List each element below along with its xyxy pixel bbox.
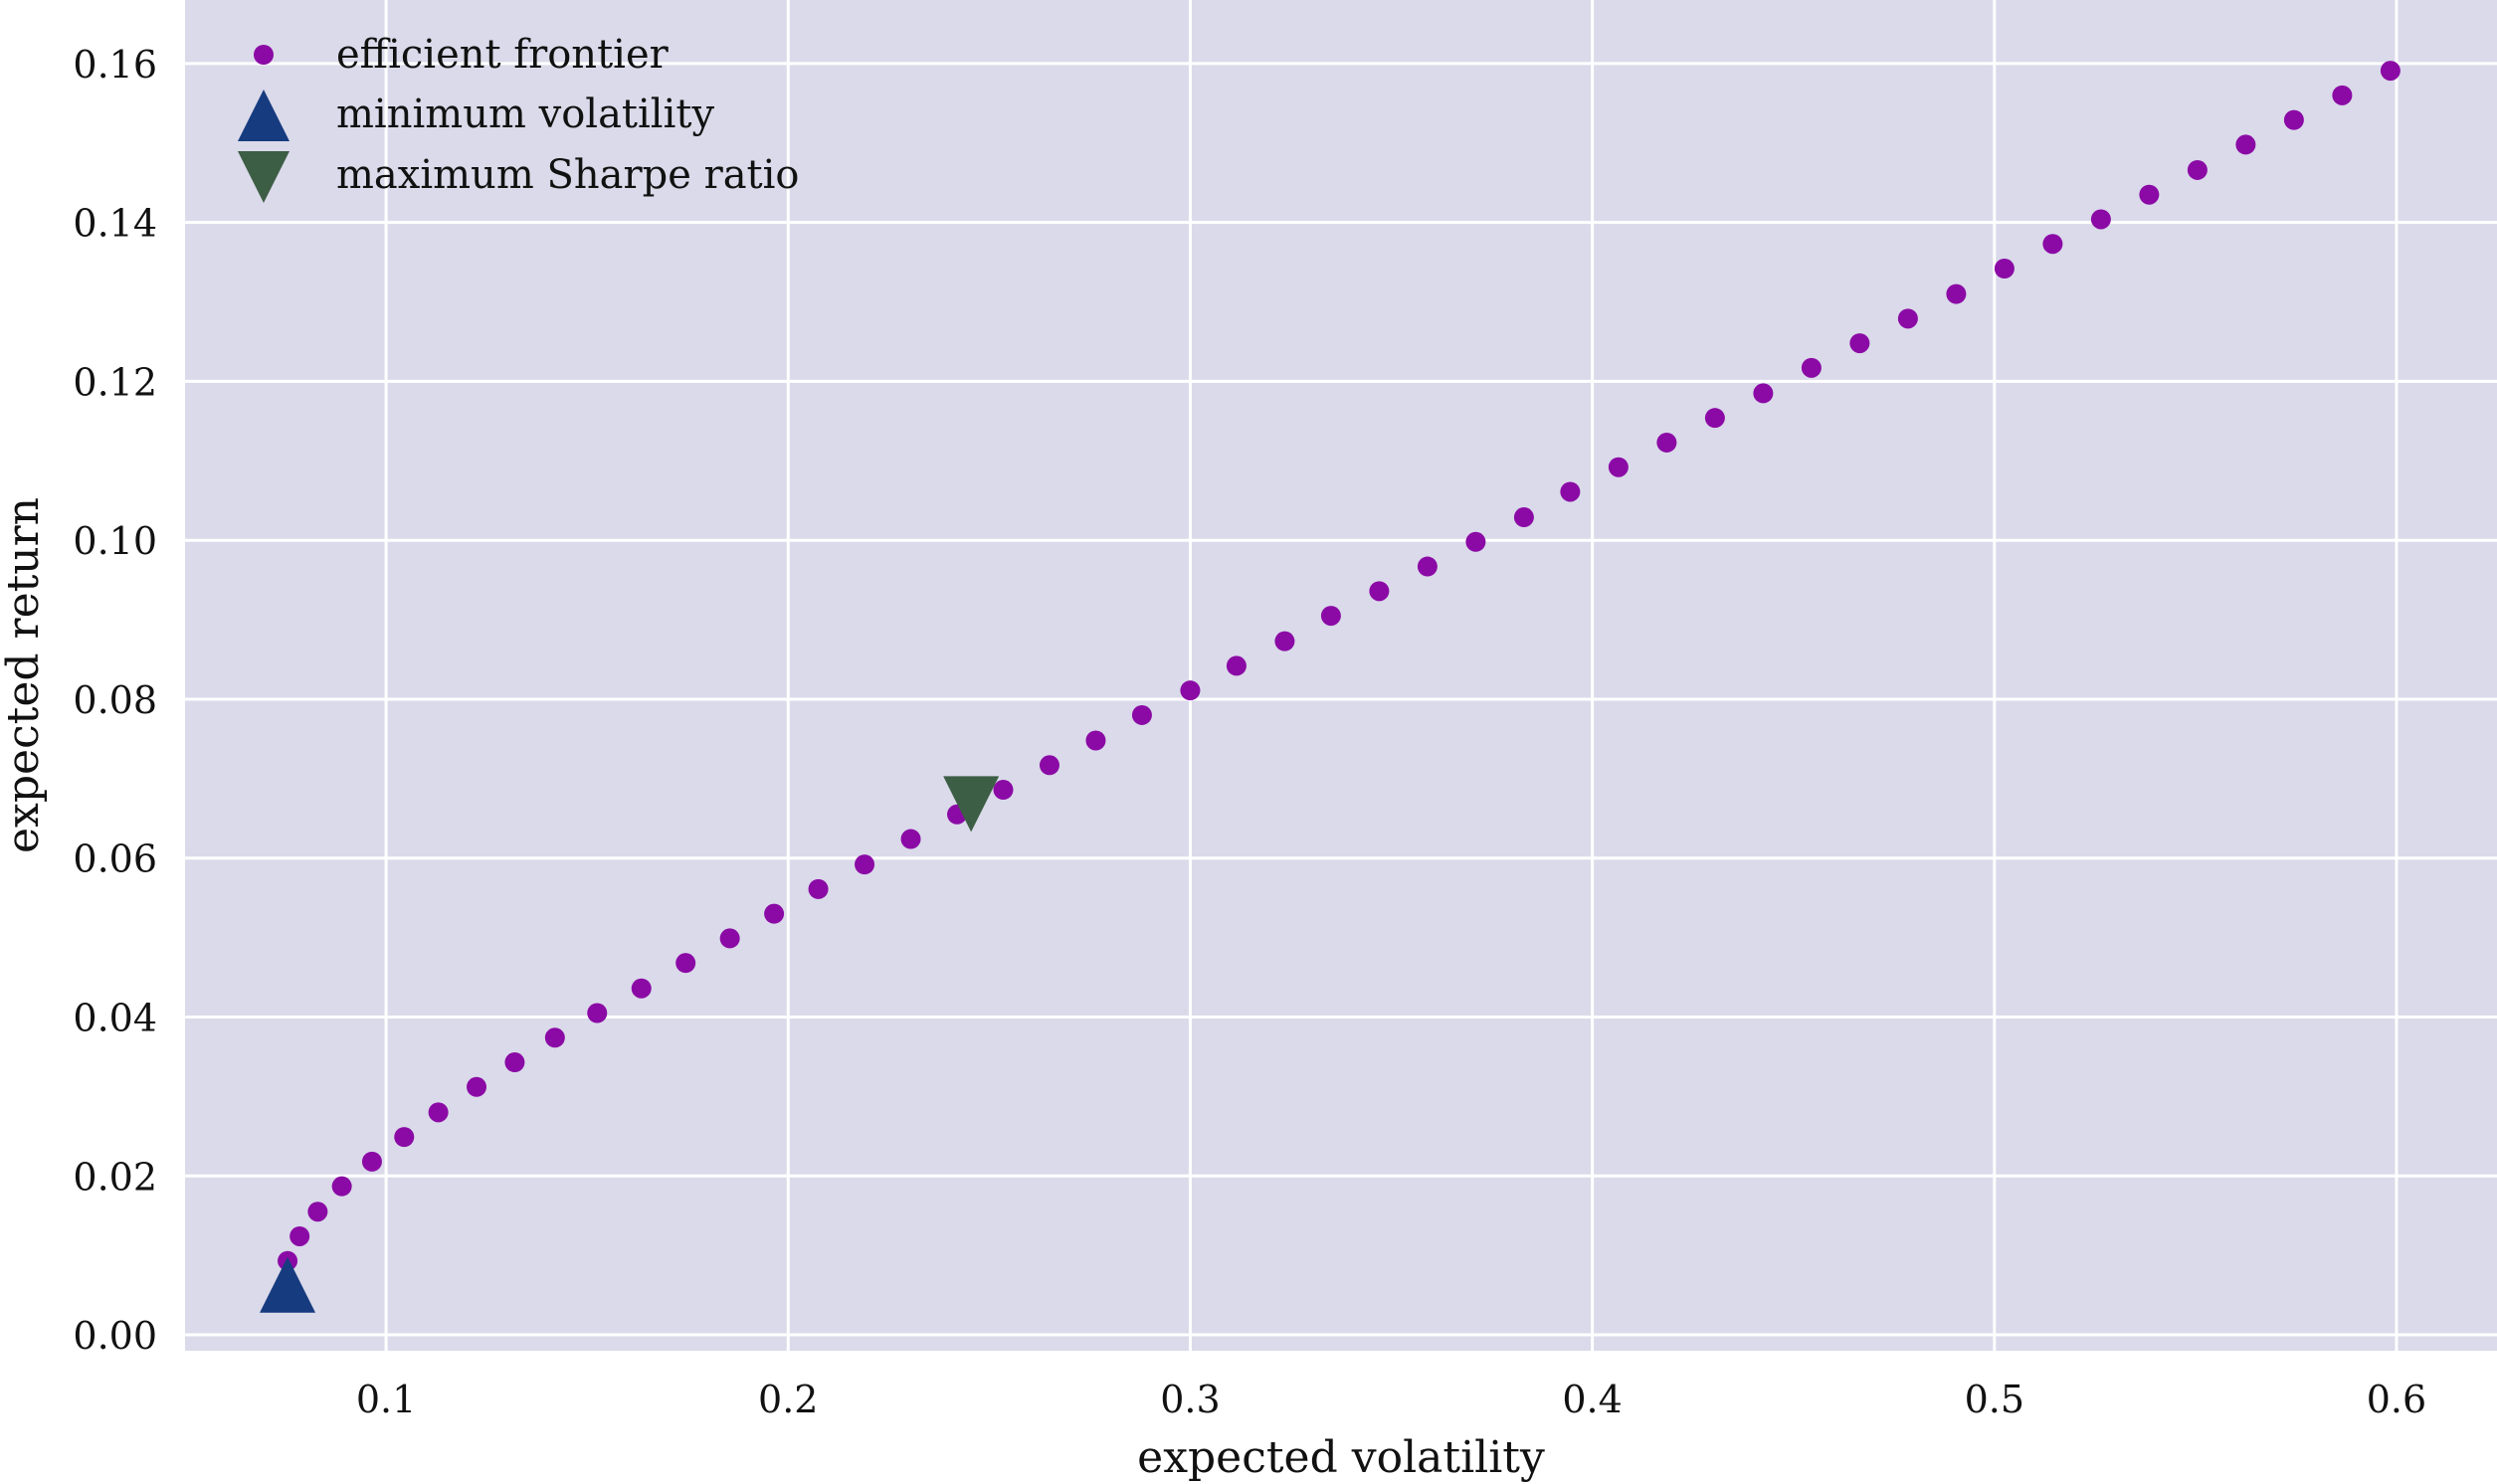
frontier-point [1513, 507, 1534, 528]
frontier-point [1085, 730, 1106, 751]
x-tick-label: 0.1 [356, 1378, 416, 1421]
frontier-point [1608, 457, 1629, 477]
y-tick-label: 0.14 [73, 202, 157, 246]
frontier-point [900, 829, 921, 849]
frontier-point [2332, 85, 2353, 105]
frontier-point [1560, 481, 1581, 502]
frontier-point [361, 1151, 382, 1172]
frontier-point [467, 1076, 487, 1097]
frontier-point [394, 1127, 415, 1148]
frontier-point [1131, 704, 1152, 725]
y-axis-label: expected return [0, 497, 49, 853]
frontier-point [428, 1102, 449, 1123]
frontier-point [1994, 259, 2015, 279]
legend-maximum-sharpe-label: maximum Sharpe ratio [336, 152, 800, 198]
frontier-point [1753, 383, 1774, 404]
x-tick-label: 0.2 [758, 1378, 818, 1421]
frontier-point [1417, 556, 1438, 577]
x-tick-label: 0.6 [2367, 1378, 2426, 1421]
frontier-point [764, 903, 785, 924]
frontier-point [587, 1003, 608, 1023]
frontier-point [1180, 680, 1201, 701]
frontier-point [1369, 581, 1390, 602]
frontier-point [855, 854, 875, 875]
y-tick-label: 0.04 [73, 996, 157, 1039]
grid-lines [185, 0, 2497, 1351]
y-tick-label: 0.08 [73, 678, 157, 722]
frontier-point [1465, 531, 1486, 552]
minimum-volatility-point [260, 1256, 316, 1313]
y-tick-label: 0.06 [73, 837, 157, 881]
frontier-point [2187, 159, 2208, 180]
legend-maximum-sharpe-marker [238, 151, 289, 203]
y-tick-label: 0.10 [73, 519, 157, 563]
frontier-point [2235, 134, 2256, 155]
legend-frontier-marker [254, 45, 274, 65]
x-axis-ticks: 0.1 0.2 0.3 0.4 0.5 0.6 [356, 1378, 2426, 1421]
frontier-point [808, 878, 829, 899]
y-tick-label: 0.16 [73, 43, 157, 87]
y-tick-label: 0.00 [73, 1314, 157, 1358]
data-marks [260, 61, 2401, 1313]
frontier-point [631, 978, 652, 999]
y-tick-label: 0.12 [73, 360, 157, 404]
frontier-point [1039, 755, 1059, 776]
x-tick-label: 0.5 [1965, 1378, 2024, 1421]
y-tick-label: 0.02 [73, 1155, 157, 1199]
frontier-point [1801, 357, 1822, 378]
x-tick-label: 0.3 [1160, 1378, 1220, 1421]
frontier-point [1849, 333, 1870, 354]
frontier-point [2283, 109, 2304, 130]
frontier-point [544, 1027, 565, 1048]
plot-area [185, 0, 2497, 1351]
frontier-point [1656, 432, 1677, 453]
frontier-point [2042, 234, 2063, 255]
frontier-point [1226, 655, 1247, 676]
legend: efficient frontier minimum volatility ma… [238, 32, 800, 203]
frontier-point [307, 1202, 328, 1222]
frontier-point [1897, 308, 1918, 329]
x-tick-label: 0.4 [1562, 1378, 1622, 1421]
frontier-point [1946, 283, 1967, 304]
frontier-point [675, 953, 696, 974]
frontier-point [289, 1225, 310, 1246]
legend-minimum-volatility-marker [238, 90, 289, 141]
legend-frontier-label: efficient frontier [336, 32, 670, 78]
frontier-point [1320, 606, 1341, 627]
maximum-sharpe-point [943, 776, 1000, 833]
legend-minimum-volatility-label: minimum volatility [336, 92, 714, 137]
y-axis-ticks: 0.00 0.02 0.04 0.06 0.08 0.10 0.12 0.14 0.16 [73, 43, 157, 1358]
frontier-point [1704, 408, 1725, 429]
frontier-point [2139, 184, 2160, 205]
x-axis-label: expected volatility [1137, 1432, 1545, 1483]
frontier-point [719, 928, 740, 949]
frontier-point [993, 780, 1014, 801]
frontier-point [331, 1176, 352, 1197]
frontier-point [2380, 61, 2401, 82]
frontier-point [1274, 631, 1295, 651]
frontier-point [504, 1052, 525, 1073]
frontier-point [2090, 209, 2111, 230]
